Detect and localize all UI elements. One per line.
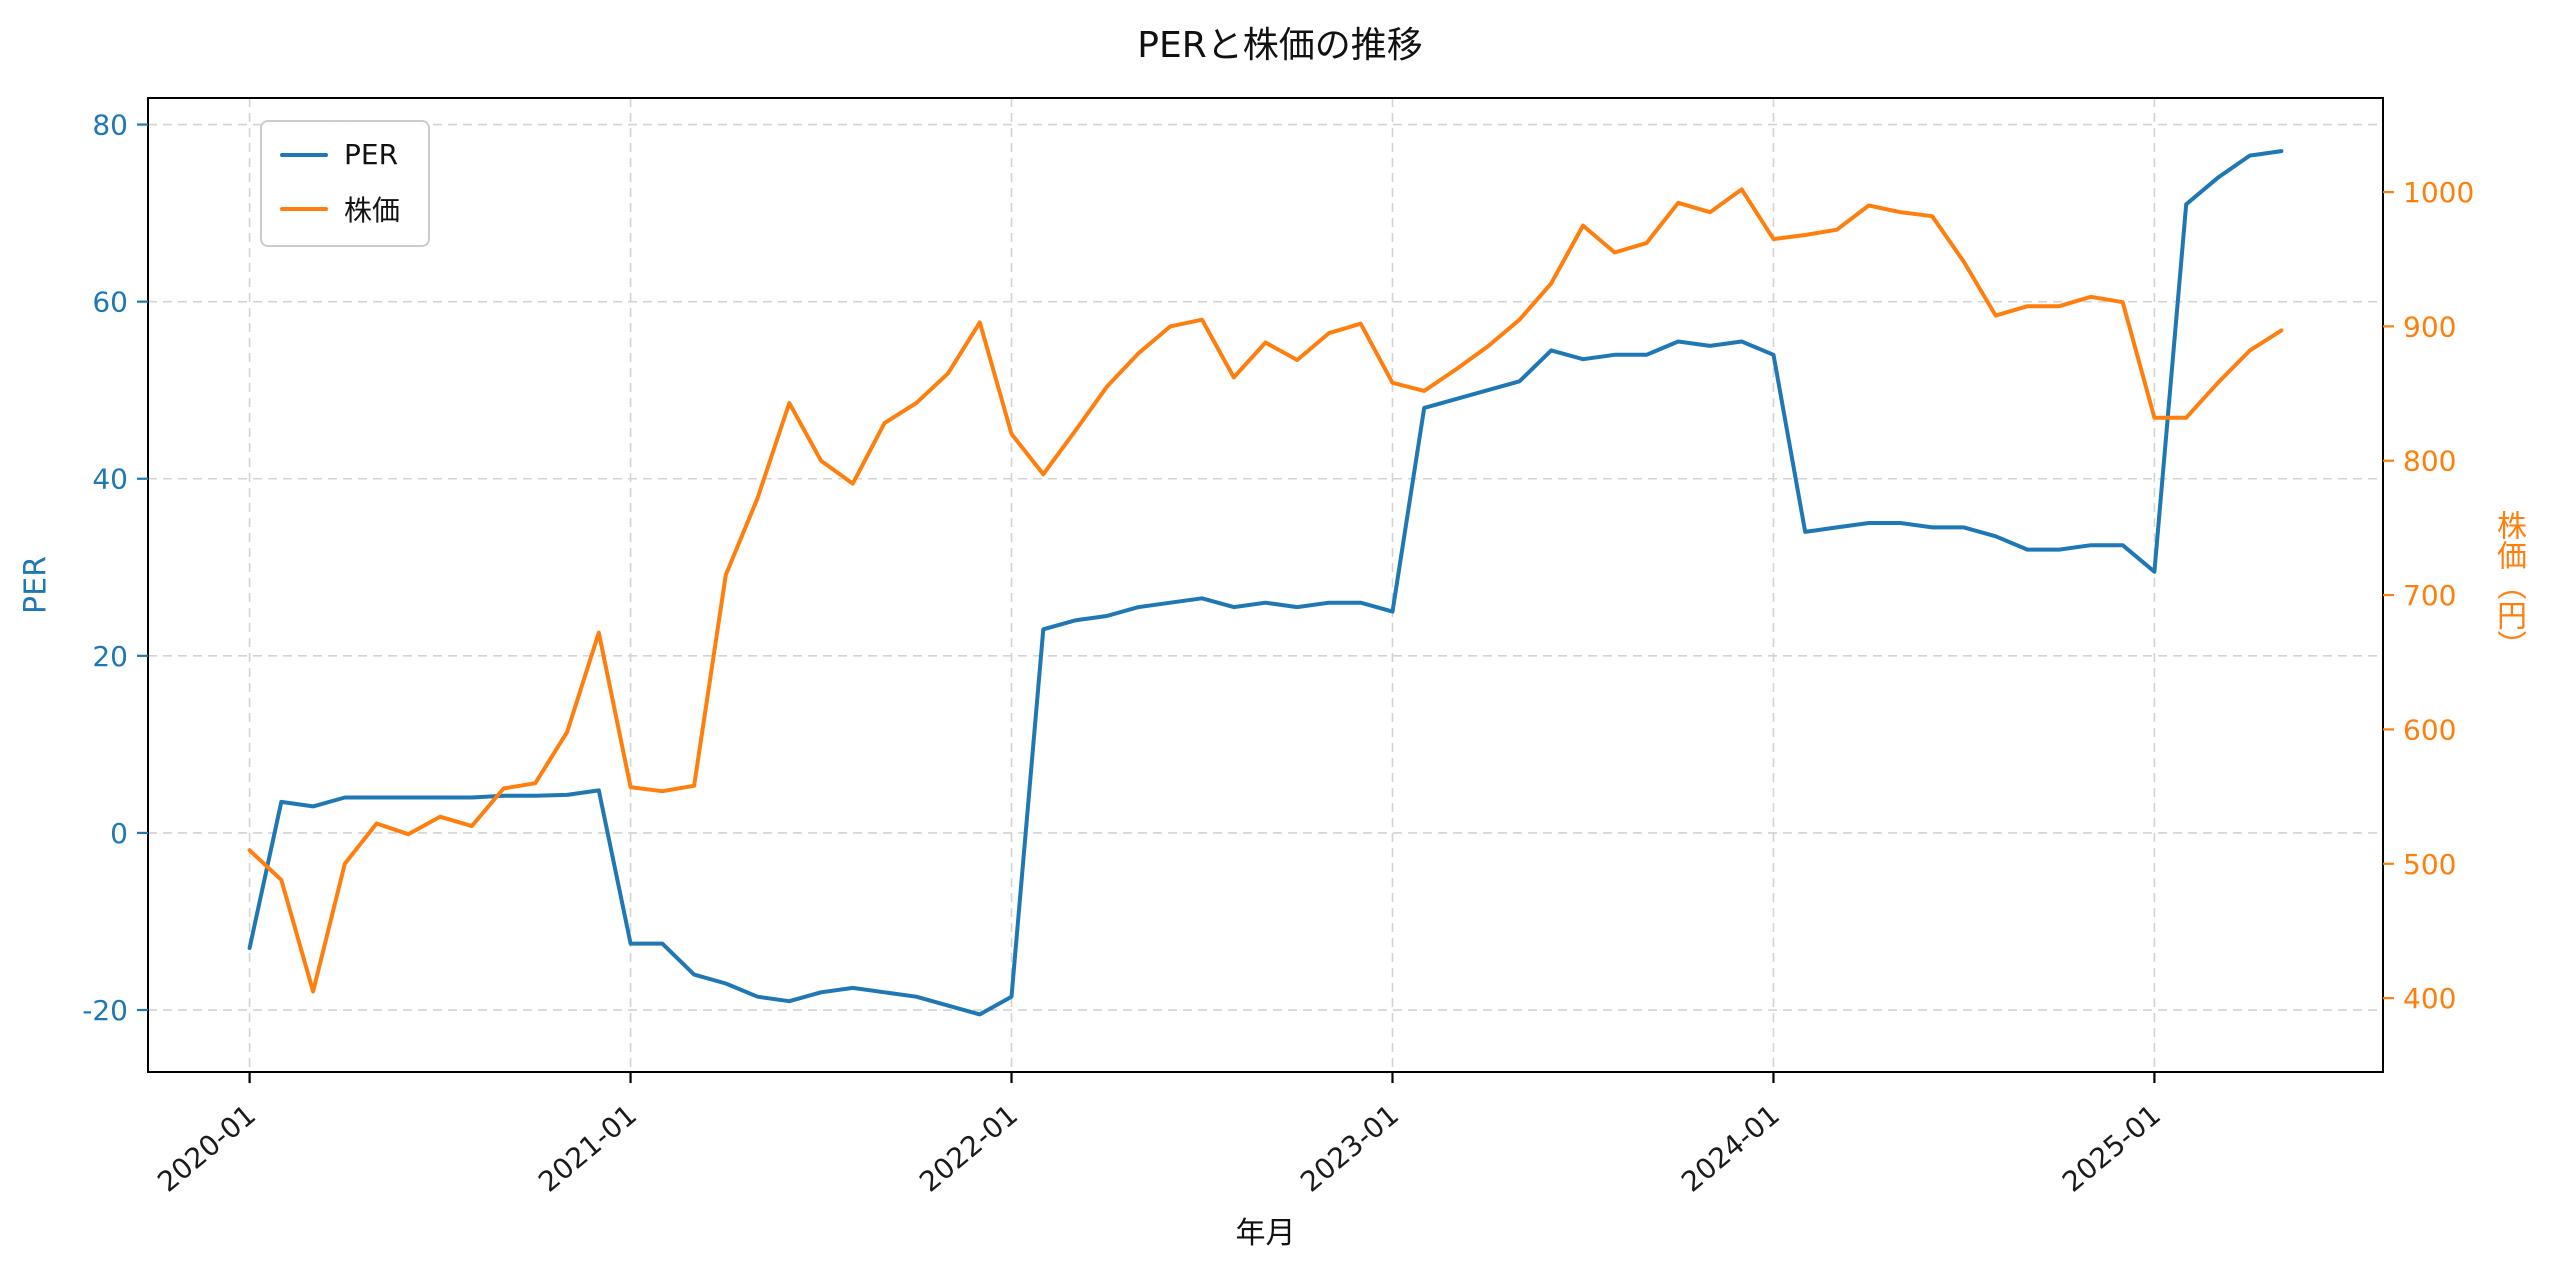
y-left-tick-label: 60	[92, 286, 128, 319]
plot-border	[147, 97, 2384, 1073]
y-right-tick-label: 400	[2403, 982, 2456, 1015]
x-tick-label: 2020-01	[151, 1098, 262, 1198]
x-tick-label: 2024-01	[1675, 1098, 1786, 1198]
y-left-tick-label: 40	[92, 463, 128, 496]
legend: PER 株価	[260, 120, 431, 247]
legend-entry-kabuka: 株価	[280, 189, 400, 229]
y-right-tick-label: 500	[2403, 848, 2456, 881]
series-line-株価	[247, 187, 2284, 994]
gridlines	[148, 98, 2383, 1072]
x-tick-label: 2021-01	[532, 1098, 643, 1198]
legend-label-kabuka: 株価	[344, 194, 401, 227]
chart-title: PERと株価の推移	[1137, 25, 1423, 66]
tick-marks	[137, 123, 2394, 1083]
tick-labels: -20 0 20 40 60 80 400 500 600 700 800 900 1000 2020-0…	[82, 109, 2474, 1199]
y-left-tick-label: -20	[82, 994, 128, 1027]
y-right-tick-label: 700	[2403, 579, 2456, 612]
legend-line-sample-per	[280, 152, 328, 157]
y-left-tick-label: 80	[92, 109, 128, 142]
y-right-tick-label: 900	[2403, 310, 2456, 343]
legend-entry-per: PER	[280, 138, 400, 171]
legend-line-sample-kabuka	[280, 207, 328, 211]
y-left-tick-label: 20	[92, 640, 128, 673]
y-right-tick-label: 800	[2403, 445, 2456, 478]
y-axis-label-right: 株価（円）	[2491, 510, 2526, 660]
x-tick-label: 2022-01	[913, 1098, 1024, 1198]
y-axis-label-left: PER	[18, 556, 54, 614]
x-tick-label: 2023-01	[1294, 1098, 1405, 1198]
series-line-PER	[247, 149, 2284, 1017]
y-left-tick-label: 0	[110, 817, 128, 850]
legend-label-per: PER	[344, 138, 399, 171]
x-axis-label: 年月	[1235, 1216, 1296, 1251]
x-tick-label: 2025-01	[2056, 1098, 2167, 1198]
y-right-tick-label: 1000	[2403, 176, 2474, 209]
y-right-tick-label: 600	[2403, 713, 2456, 746]
